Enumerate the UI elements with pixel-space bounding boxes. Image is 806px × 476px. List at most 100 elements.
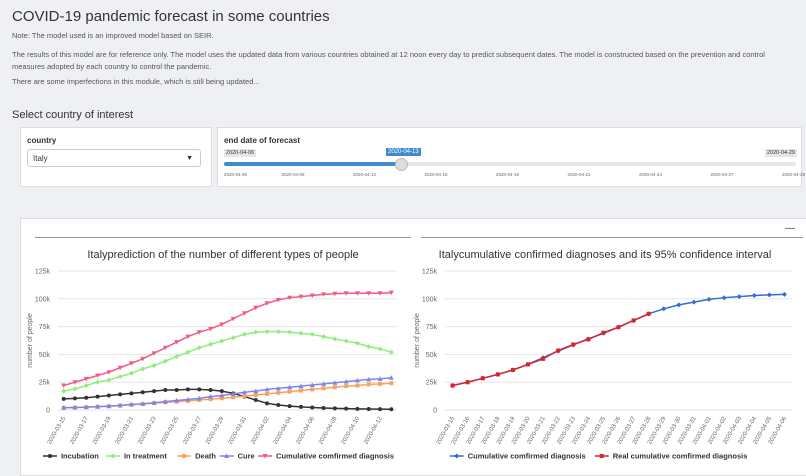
point — [276, 390, 281, 395]
point — [162, 345, 168, 351]
point — [309, 382, 315, 387]
point — [174, 354, 180, 360]
slider-handle[interactable] — [395, 158, 408, 171]
point — [366, 344, 372, 350]
point — [185, 334, 191, 340]
point — [242, 394, 247, 399]
point — [185, 349, 191, 355]
point — [344, 384, 349, 389]
point — [343, 379, 349, 384]
point — [691, 299, 697, 305]
slider-max: 2020-04-29 — [764, 149, 797, 157]
point — [298, 294, 304, 300]
point — [128, 370, 134, 376]
point — [162, 399, 168, 404]
point — [152, 389, 157, 394]
point — [343, 291, 349, 296]
note: The results of this model are for refere… — [12, 50, 765, 71]
point — [310, 405, 315, 410]
point — [332, 385, 337, 390]
point — [106, 403, 112, 409]
point — [332, 336, 338, 342]
country-panel: country Italy ▼ — [20, 127, 212, 187]
x-tick-label: 2020-04-06 — [295, 415, 316, 445]
point — [309, 293, 315, 298]
point — [287, 295, 293, 301]
y-tick-label: 75k — [39, 324, 51, 331]
point — [721, 295, 727, 301]
point — [556, 348, 561, 353]
point — [366, 382, 371, 387]
point — [241, 311, 247, 316]
point — [219, 389, 224, 394]
point — [174, 387, 179, 392]
point — [265, 391, 270, 396]
minimize-button[interactable]: — — [785, 223, 795, 234]
point — [355, 383, 360, 388]
slider-tick-label: 2020-04-09 — [281, 172, 305, 177]
series-line — [452, 313, 649, 387]
point — [287, 329, 293, 335]
point — [61, 396, 66, 401]
point — [354, 378, 360, 383]
point — [224, 453, 230, 458]
point — [276, 402, 281, 407]
point — [355, 406, 360, 411]
legend-label: Real cumulative comfirmed diagnosis — [613, 452, 748, 461]
point — [95, 373, 101, 379]
slider-track[interactable] — [224, 162, 796, 166]
slider-label: end date of forecast — [224, 136, 301, 145]
country-select[interactable]: Italy ▼ — [27, 149, 201, 167]
point — [298, 404, 303, 409]
point — [47, 454, 52, 458]
slider-tick-label: 2020-04-29 — [782, 172, 806, 177]
point — [354, 291, 360, 296]
point — [616, 325, 621, 330]
point — [174, 398, 180, 403]
point — [117, 365, 123, 371]
point — [751, 292, 757, 298]
point — [219, 393, 225, 398]
point — [162, 358, 168, 364]
slider-tick-label: 2020-04-06 — [224, 172, 248, 177]
point — [377, 376, 383, 381]
point — [72, 404, 78, 410]
point — [185, 396, 191, 402]
point — [599, 454, 604, 458]
legend-label: Cumulative comfirmed diagnosis — [468, 452, 586, 461]
point — [129, 391, 134, 396]
point — [140, 356, 146, 362]
point — [309, 331, 315, 337]
point — [151, 351, 157, 356]
point — [95, 379, 101, 385]
note: There are some imperfections in this mod… — [12, 77, 260, 86]
point — [736, 294, 742, 300]
point — [95, 394, 100, 399]
point — [72, 396, 77, 401]
point — [571, 342, 576, 347]
legend-label: Cumulative comfirmed diagnosis — [276, 452, 394, 461]
point — [196, 395, 202, 401]
y-tick-label: 0 — [46, 408, 50, 415]
point — [646, 311, 651, 316]
point — [389, 407, 394, 412]
point — [298, 330, 304, 336]
point — [287, 389, 292, 394]
legend-label: Incubation — [61, 452, 99, 461]
x-tick-label: 2020-04-04 — [273, 415, 294, 445]
slider-ticks: 2020-04-06 2020-04-09 2020-04-12 2020-04-15… — [224, 172, 805, 184]
point — [631, 318, 636, 323]
point — [196, 345, 202, 351]
point — [661, 306, 667, 312]
point — [110, 453, 116, 459]
slider-tick-label: 2020-04-12 — [353, 172, 377, 177]
page-title: COVID-19 pandemic forecast in some count… — [12, 8, 330, 25]
point — [106, 370, 112, 375]
point — [219, 322, 225, 327]
x-tick-label: 2020-04-02 — [250, 415, 271, 445]
point — [275, 329, 281, 335]
point — [541, 356, 546, 361]
point — [174, 340, 180, 345]
